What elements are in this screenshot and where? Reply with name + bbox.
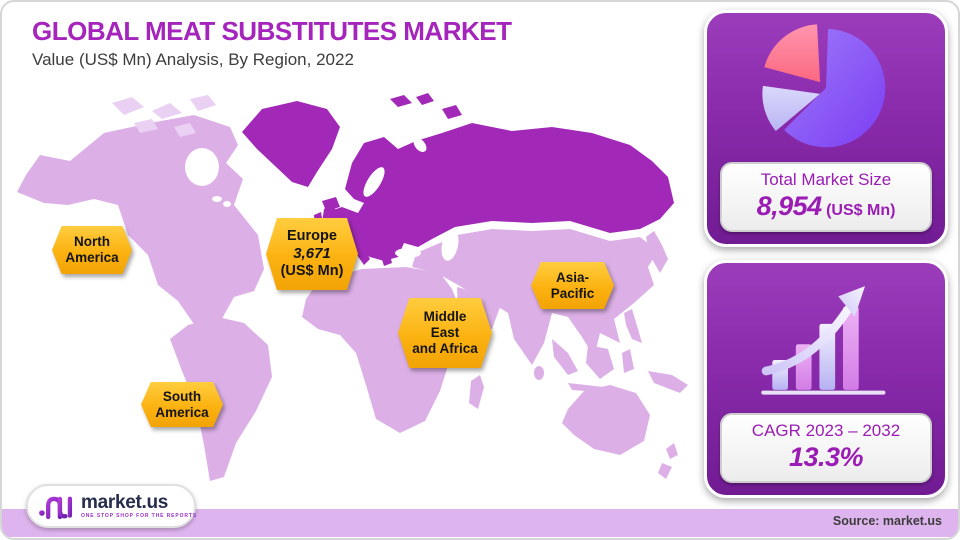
label-line: Middle (423, 309, 467, 325)
cagr-panel: CAGR 2023 – 2032 13.3% (704, 260, 948, 498)
map-seas (185, 138, 459, 261)
page-title: GLOBAL MEAT SUBSTITUTES MARKET (32, 16, 512, 46)
source-text: Source: market.us (832, 514, 942, 528)
total-market-size-value: 8,954 (756, 191, 823, 221)
total-market-size-unit: (US$ Mn) (826, 202, 896, 219)
map-label-north-america: North America (52, 226, 132, 274)
world-map (17, 93, 688, 481)
total-market-size-panel: Total Market Size 8,954 (US$ Mn) (704, 10, 948, 247)
label-line: North (74, 234, 110, 250)
marketus-logo-icon (38, 491, 74, 521)
label-line: South (162, 388, 202, 404)
label-line: Pacific (550, 285, 595, 301)
growth-bar-chart-icon (707, 263, 945, 413)
label-line: East (430, 325, 460, 341)
label-line: America (65, 250, 119, 265)
page-subtitle: Value (US$ Mn) Analysis, By Region, 2022 (32, 50, 354, 69)
europe-unit: (US$ Mn) (280, 262, 344, 279)
cagr-value: 13.3% (788, 442, 864, 472)
total-market-size-box: Total Market Size 8,954 (US$ Mn) (720, 162, 932, 232)
total-market-size-label: Total Market Size (760, 170, 892, 189)
label-line: America (155, 404, 209, 420)
map-label-asia-pacific: Asia- Pacific (531, 262, 614, 309)
marketus-logo-tagline: ONE STOP SHOP FOR THE REPORTS (81, 513, 198, 519)
cagr-box: CAGR 2023 – 2032 13.3% (720, 413, 932, 483)
map-label-south-america: South America (141, 382, 223, 427)
marketus-logo: market.us ONE STOP SHOP FOR THE REPORTS (26, 484, 196, 528)
label-line: Europe (287, 228, 337, 245)
map-label-middle-east-africa: Middle East and Africa (398, 298, 492, 368)
europe-value: 3,671 (293, 245, 331, 263)
map-label-europe: Europe 3,671 (US$ Mn) (266, 218, 358, 290)
cagr-label: CAGR 2023 – 2032 (751, 421, 901, 440)
marketus-logo-text: market.us (81, 492, 169, 513)
pie-chart-icon (707, 13, 945, 162)
label-line: and Africa (412, 340, 478, 356)
label-line: Asia- (555, 269, 589, 285)
